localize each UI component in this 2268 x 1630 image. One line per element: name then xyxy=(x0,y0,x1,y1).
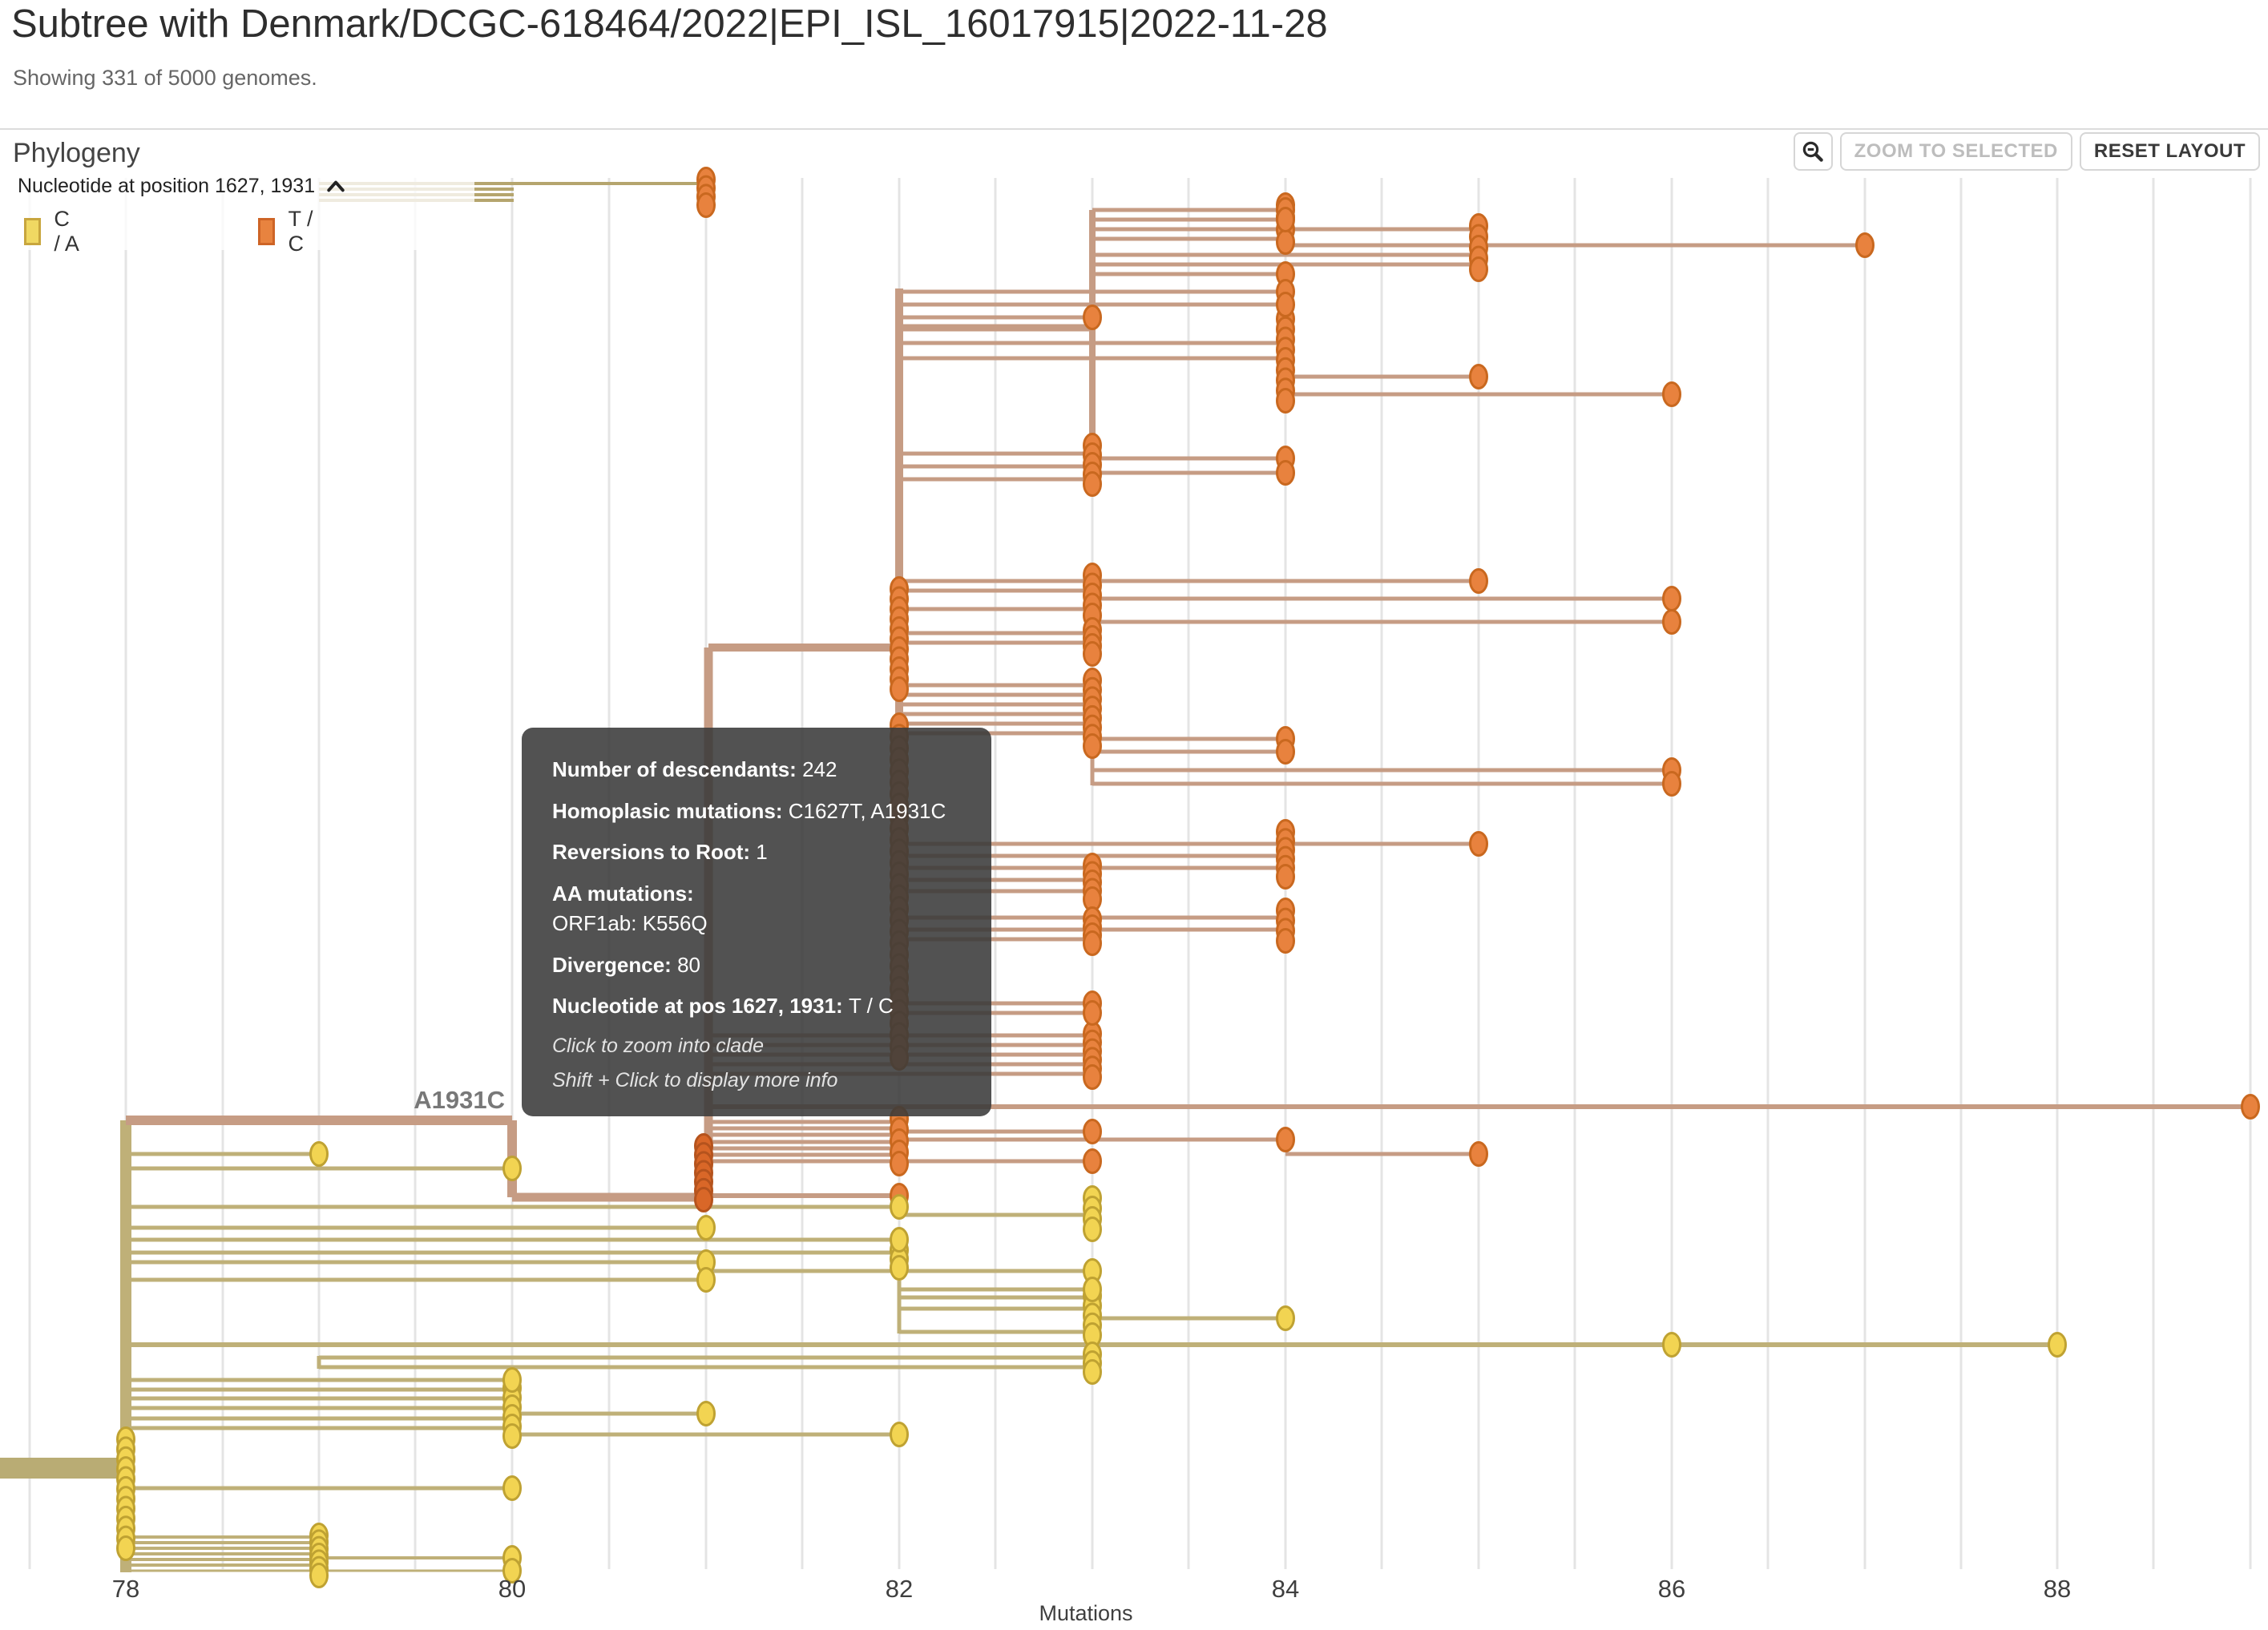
tip-dot[interactable] xyxy=(1276,1127,1295,1152)
tip-dot[interactable] xyxy=(1083,1277,1102,1302)
node-dot-stack[interactable] xyxy=(502,1423,522,1449)
reset-layout-button[interactable]: RESET LAYOUT xyxy=(2079,132,2260,171)
tooltip-hint: Click to zoom into clade xyxy=(552,1034,765,1057)
tip-dot[interactable] xyxy=(1083,1148,1102,1174)
tip-dot[interactable] xyxy=(890,1227,909,1253)
node-dot-stack[interactable] xyxy=(1083,1359,1102,1385)
panel-title: Phylogeny xyxy=(13,138,140,168)
genome-count-subtitle: Showing 331 of 5000 genomes. xyxy=(13,66,317,90)
tip-dot[interactable] xyxy=(1662,586,1681,611)
node-dot-stack[interactable] xyxy=(1083,471,1102,497)
tip-dot[interactable] xyxy=(1276,1305,1295,1331)
tree-toolbar: ZOOM TO SELECTED RESET LAYOUT xyxy=(1793,132,2260,171)
tip-dot[interactable] xyxy=(1083,305,1102,330)
tip-dot[interactable] xyxy=(502,1367,522,1393)
tip-dot[interactable] xyxy=(696,1401,716,1426)
tip-dot[interactable] xyxy=(1276,460,1295,486)
tip-dot[interactable] xyxy=(502,1558,522,1584)
node-tooltip: Number of descendants: 242 Homoplasic mut… xyxy=(522,728,991,1116)
tip-dot[interactable] xyxy=(696,1267,716,1293)
tooltip-row: Homoplasic mutations: C1627T, A1931C xyxy=(552,798,946,823)
node-dot-stack[interactable] xyxy=(1276,388,1295,414)
node-dot-stack[interactable] xyxy=(890,1151,909,1176)
node-dot-stack[interactable] xyxy=(1276,229,1295,255)
axis-title: Mutations xyxy=(1039,1601,1132,1625)
tooltip-hint: Shift + Click to display more info xyxy=(552,1068,838,1091)
node-dot-stack[interactable] xyxy=(1083,641,1102,667)
tip-dot[interactable] xyxy=(696,1215,716,1241)
tooltip-row: Divergence: 80 xyxy=(552,952,700,977)
node-dot-stack[interactable] xyxy=(309,1563,329,1588)
tip-dot[interactable] xyxy=(1276,739,1295,765)
legend-swatch xyxy=(258,218,276,245)
tooltip-row: Reversions to Root: 1 xyxy=(552,840,768,864)
tip-dot[interactable] xyxy=(1276,292,1295,317)
legend-backdrop xyxy=(3,168,474,250)
axis-tick-label: 84 xyxy=(1272,1575,1299,1603)
legend-swatch xyxy=(24,218,42,245)
tip-dot[interactable] xyxy=(309,1141,329,1167)
tooltip-row: Number of descendants: 242 xyxy=(552,757,837,781)
tip-dot[interactable] xyxy=(1662,381,1681,407)
tip-dot[interactable] xyxy=(1469,831,1488,857)
legend-item-tc[interactable]: T / C xyxy=(258,207,314,256)
axis-tick-label: 86 xyxy=(1658,1575,1685,1603)
node-dot-stack[interactable] xyxy=(116,1535,135,1561)
zoom-out-button[interactable] xyxy=(1793,132,1833,171)
axis-tick-label: 82 xyxy=(886,1575,913,1603)
node-dot-stack[interactable] xyxy=(1083,1216,1102,1242)
legend-title: Nucleotide at position 1627, 1931 xyxy=(18,175,316,197)
tooltip-row: AA mutations: xyxy=(552,881,694,906)
node-dot-stack[interactable] xyxy=(696,192,716,218)
tip-dot[interactable] xyxy=(1469,568,1488,594)
tip-dot[interactable] xyxy=(1662,609,1681,635)
tip-dot[interactable] xyxy=(502,1156,522,1181)
page-title: Subtree with Denmark/DCGC-618464/2022|EP… xyxy=(11,2,1328,46)
chevron-up-icon[interactable] xyxy=(326,178,345,196)
legend-item-label: C / A xyxy=(54,207,79,256)
tip-dot[interactable] xyxy=(1083,1119,1102,1144)
tip-dot[interactable] xyxy=(1083,1000,1102,1026)
tip-dot[interactable] xyxy=(1662,771,1681,797)
tip-dot[interactable] xyxy=(1469,1141,1488,1167)
axis-tick-label: 78 xyxy=(112,1575,139,1603)
node-dot-stack[interactable] xyxy=(1469,256,1488,282)
axis-tick-label: 88 xyxy=(2044,1575,2071,1603)
magnifier-minus-icon xyxy=(1801,139,1825,163)
tip-dot[interactable] xyxy=(502,1475,522,1501)
tip-dot[interactable] xyxy=(1276,207,1295,232)
legend-item-ca[interactable]: C / A xyxy=(24,207,80,256)
tooltip-row: Nucleotide at pos 1627, 1931: T / C xyxy=(552,994,894,1018)
zoom-to-selected-button[interactable]: ZOOM TO SELECTED xyxy=(1839,132,2072,171)
tip-dot[interactable] xyxy=(2241,1094,2260,1120)
branch-mutation-label: A1931C xyxy=(414,1086,505,1114)
node-dot-stack[interactable] xyxy=(1276,928,1295,954)
panel-divider xyxy=(0,128,2268,130)
node-dot-stack[interactable] xyxy=(1083,733,1102,759)
tip-dot[interactable] xyxy=(1855,232,1875,258)
node-dot-stack[interactable] xyxy=(694,1187,713,1212)
tip-dot[interactable] xyxy=(890,1422,909,1447)
tip-dot[interactable] xyxy=(890,1194,909,1220)
node-dot-stack[interactable] xyxy=(1083,930,1102,956)
node-dot-stack[interactable] xyxy=(890,676,909,702)
legend-item-label: T / C xyxy=(288,207,313,256)
node-dot-stack[interactable] xyxy=(890,1255,909,1281)
tip-dot[interactable] xyxy=(1469,364,1488,389)
tip-dot[interactable] xyxy=(2048,1332,2067,1358)
node-dot-stack[interactable] xyxy=(1083,1064,1102,1090)
tip-dot[interactable] xyxy=(1662,1332,1681,1358)
node-dot-stack[interactable] xyxy=(1276,864,1295,890)
tooltip-sub-row: ORF1ab: K556Q xyxy=(552,911,708,935)
axis-tick-label: 80 xyxy=(498,1575,526,1603)
